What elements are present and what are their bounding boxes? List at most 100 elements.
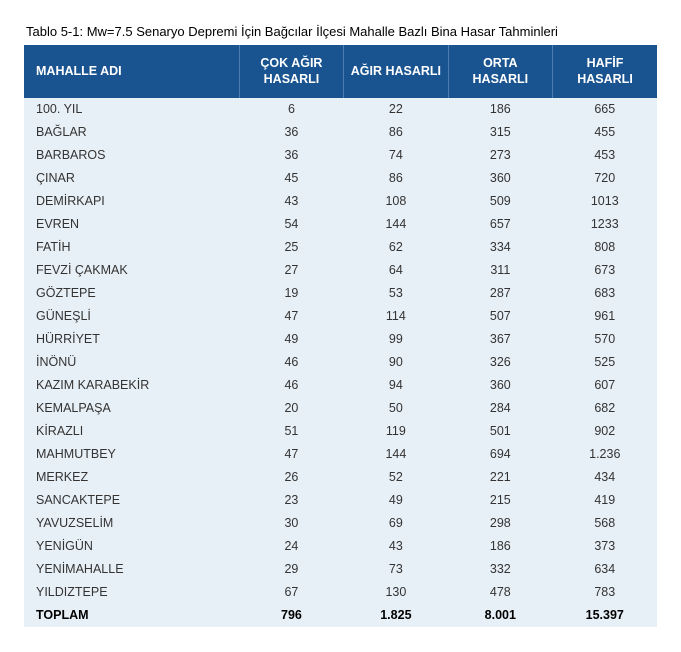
table-row: MAHMUTBEY471446941.236 xyxy=(24,443,657,466)
cell-v2: 86 xyxy=(344,167,448,190)
cell-name: KEMALPAŞA xyxy=(24,397,239,420)
cell-v1: 27 xyxy=(239,259,343,282)
cell-v3: 360 xyxy=(448,167,552,190)
cell-v1: 29 xyxy=(239,558,343,581)
cell-v2: 52 xyxy=(344,466,448,489)
cell-v1: 67 xyxy=(239,581,343,604)
cell-v1: 43 xyxy=(239,190,343,213)
cell-v1: 25 xyxy=(239,236,343,259)
col-header-very-heavy: ÇOK AĞIR HASARLI xyxy=(239,45,343,98)
cell-name: ÇINAR xyxy=(24,167,239,190)
cell-v2: 50 xyxy=(344,397,448,420)
cell-v4: 1013 xyxy=(553,190,657,213)
damage-table: MAHALLE ADI ÇOK AĞIR HASARLI AĞIR HASARL… xyxy=(24,45,657,627)
col-header-medium: ORTA HASARLI xyxy=(448,45,552,98)
cell-v2: 144 xyxy=(344,443,448,466)
cell-v3: 509 xyxy=(448,190,552,213)
cell-v3: 332 xyxy=(448,558,552,581)
table-header-row: MAHALLE ADI ÇOK AĞIR HASARLI AĞIR HASARL… xyxy=(24,45,657,98)
cell-v3: 334 xyxy=(448,236,552,259)
cell-v1: 46 xyxy=(239,374,343,397)
cell-name: YILDIZTEPE xyxy=(24,581,239,604)
cell-v2: 64 xyxy=(344,259,448,282)
cell-v3: 326 xyxy=(448,351,552,374)
cell-name: 100. YIL xyxy=(24,98,239,121)
cell-v2: 73 xyxy=(344,558,448,581)
cell-v1: 30 xyxy=(239,512,343,535)
cell-v4: 455 xyxy=(553,121,657,144)
table-row: FATİH2562334808 xyxy=(24,236,657,259)
cell-v4: 902 xyxy=(553,420,657,443)
cell-v4: 568 xyxy=(553,512,657,535)
table-row: SANCAKTEPE2349215419 xyxy=(24,489,657,512)
cell-v4: 434 xyxy=(553,466,657,489)
cell-v2: 74 xyxy=(344,144,448,167)
table-row: DEMİRKAPI431085091013 xyxy=(24,190,657,213)
table-row: KİRAZLI51119501902 xyxy=(24,420,657,443)
cell-v4: 665 xyxy=(553,98,657,121)
table-row: MERKEZ2652221434 xyxy=(24,466,657,489)
cell-v3: 287 xyxy=(448,282,552,305)
cell-v4: 634 xyxy=(553,558,657,581)
cell-v4: 1233 xyxy=(553,213,657,236)
cell-v4: 673 xyxy=(553,259,657,282)
cell-v4: 419 xyxy=(553,489,657,512)
table-row: BARBAROS3674273453 xyxy=(24,144,657,167)
cell-v4: 720 xyxy=(553,167,657,190)
cell-v3: 273 xyxy=(448,144,552,167)
total-cell-name: TOPLAM xyxy=(24,604,239,627)
cell-v3: 360 xyxy=(448,374,552,397)
col-header-light: HAFİF HASARLI xyxy=(553,45,657,98)
cell-v3: 315 xyxy=(448,121,552,144)
cell-v2: 49 xyxy=(344,489,448,512)
cell-name: FATİH xyxy=(24,236,239,259)
cell-v1: 54 xyxy=(239,213,343,236)
cell-v2: 108 xyxy=(344,190,448,213)
cell-v1: 47 xyxy=(239,443,343,466)
cell-v1: 46 xyxy=(239,351,343,374)
table-row: KAZIM KARABEKİR4694360607 xyxy=(24,374,657,397)
table-row: FEVZİ ÇAKMAK2764311673 xyxy=(24,259,657,282)
total-cell-v1: 796 xyxy=(239,604,343,627)
cell-name: SANCAKTEPE xyxy=(24,489,239,512)
cell-v1: 6 xyxy=(239,98,343,121)
cell-name: GÖZTEPE xyxy=(24,282,239,305)
total-cell-v3: 8.001 xyxy=(448,604,552,627)
cell-v3: 478 xyxy=(448,581,552,604)
cell-name: KAZIM KARABEKİR xyxy=(24,374,239,397)
table-row: EVREN541446571233 xyxy=(24,213,657,236)
cell-name: MAHMUTBEY xyxy=(24,443,239,466)
cell-v3: 221 xyxy=(448,466,552,489)
table-row: İNÖNÜ4690326525 xyxy=(24,351,657,374)
cell-v4: 1.236 xyxy=(553,443,657,466)
table-row: YAVUZSELİM3069298568 xyxy=(24,512,657,535)
cell-v4: 570 xyxy=(553,328,657,351)
table-row: BAĞLAR3686315455 xyxy=(24,121,657,144)
cell-v3: 284 xyxy=(448,397,552,420)
cell-v2: 90 xyxy=(344,351,448,374)
cell-v3: 186 xyxy=(448,98,552,121)
table-row: YENİGÜN2443186373 xyxy=(24,535,657,558)
table-caption: Tablo 5-1: Mw=7.5 Senaryo Depremi İçin B… xyxy=(24,24,657,39)
cell-v2: 22 xyxy=(344,98,448,121)
cell-v1: 51 xyxy=(239,420,343,443)
cell-v2: 43 xyxy=(344,535,448,558)
table-body: 100. YIL622186665BAĞLAR3686315455BARBARO… xyxy=(24,98,657,627)
cell-v2: 62 xyxy=(344,236,448,259)
cell-v3: 507 xyxy=(448,305,552,328)
cell-v2: 114 xyxy=(344,305,448,328)
table-row: GÖZTEPE1953287683 xyxy=(24,282,657,305)
total-cell-v2: 1.825 xyxy=(344,604,448,627)
col-header-name: MAHALLE ADI xyxy=(24,45,239,98)
cell-v3: 311 xyxy=(448,259,552,282)
cell-name: İNÖNÜ xyxy=(24,351,239,374)
cell-v2: 130 xyxy=(344,581,448,604)
table-row: GÜNEŞLİ47114507961 xyxy=(24,305,657,328)
cell-name: HÜRRİYET xyxy=(24,328,239,351)
cell-v4: 961 xyxy=(553,305,657,328)
table-row: 100. YIL622186665 xyxy=(24,98,657,121)
cell-v2: 144 xyxy=(344,213,448,236)
cell-v2: 69 xyxy=(344,512,448,535)
cell-name: YENİMAHALLE xyxy=(24,558,239,581)
cell-v2: 94 xyxy=(344,374,448,397)
